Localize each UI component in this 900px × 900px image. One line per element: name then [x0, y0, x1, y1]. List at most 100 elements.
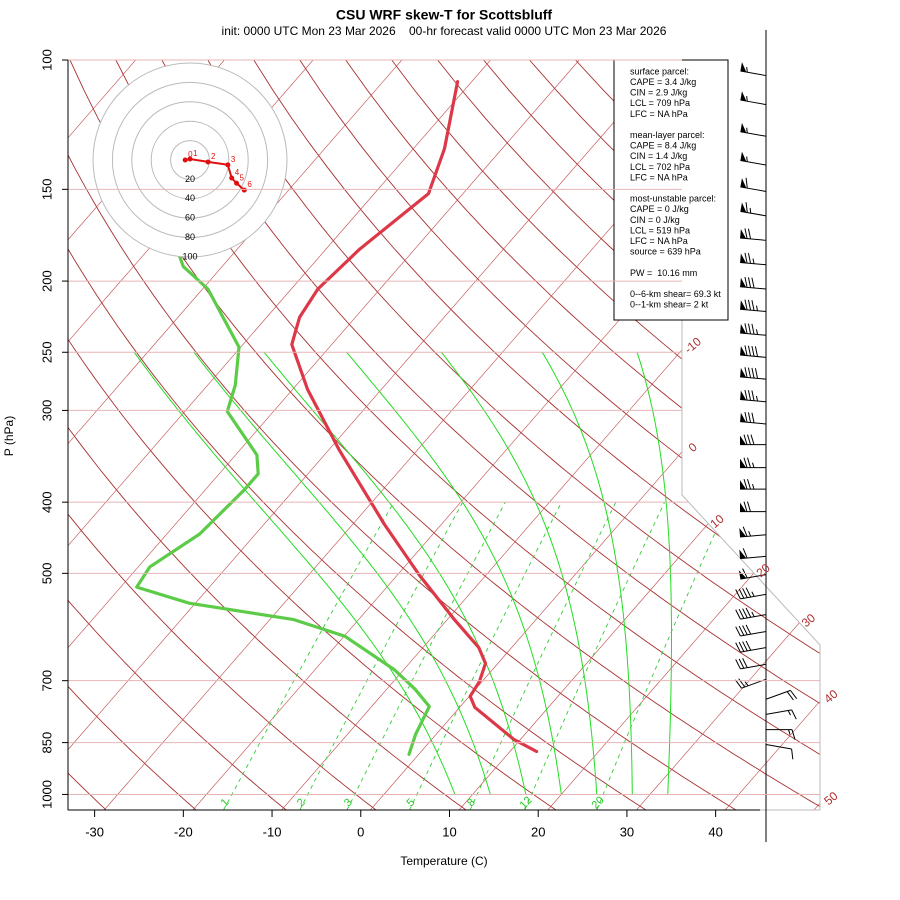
y-tick-label: 200	[39, 270, 54, 292]
barb-feather	[742, 641, 748, 652]
wind-barb	[740, 367, 767, 380]
wind-barb	[740, 434, 766, 446]
barb-pennant	[740, 62, 747, 73]
barb-feather	[742, 608, 748, 619]
mixing-ratio-line	[469, 502, 617, 810]
barb-feather	[750, 434, 755, 445]
barb-pennant	[740, 122, 747, 133]
hodograph-point	[225, 162, 231, 168]
hodograph-point	[241, 187, 247, 193]
barb-half	[746, 127, 748, 133]
barb-staff	[765, 709, 792, 715]
barb-feather	[747, 253, 752, 264]
barb-half	[746, 67, 748, 73]
y-tick-label: 1000	[39, 780, 54, 809]
barb-feather	[745, 177, 748, 189]
barb-staff	[740, 332, 767, 336]
barb-feather	[751, 345, 755, 357]
barb-feather	[738, 678, 746, 688]
barb-pennant	[738, 570, 747, 580]
wind-barb	[740, 62, 767, 77]
barb-feather	[735, 642, 741, 653]
barb-feather	[751, 323, 755, 335]
isotherm	[68, 60, 491, 810]
moist-adiabat	[346, 351, 562, 795]
barb-feather	[734, 679, 742, 689]
barb-feather	[751, 300, 755, 311]
barb-pennant	[739, 528, 747, 538]
barb-pennant	[740, 412, 747, 423]
barb-pennant	[740, 346, 747, 356]
hodograph-ring-label: 100	[182, 251, 197, 261]
isotherm	[547, 60, 820, 810]
isotherm	[636, 60, 820, 810]
barb-staff	[765, 743, 792, 750]
wind-barb	[740, 389, 767, 403]
wind-barb	[740, 202, 767, 217]
hodograph-ring	[131, 101, 249, 219]
wind-barb	[740, 151, 767, 166]
barb-pennant	[740, 91, 747, 102]
barb-feather	[735, 659, 741, 670]
wind-barb	[740, 299, 767, 312]
moist-adiabat	[541, 352, 633, 795]
barb-feather	[747, 345, 752, 357]
barb-half	[752, 258, 755, 264]
profiles	[135, 80, 539, 756]
temperature-line	[290, 80, 539, 754]
barb-feather	[743, 501, 748, 512]
barb-feather	[738, 608, 745, 619]
hodograph: 20 40 60 80 100 0 1 2 3 456	[92, 62, 288, 261]
wind-barb	[739, 526, 767, 538]
barb-pennant	[740, 435, 746, 445]
hodograph-point	[187, 156, 193, 162]
y-tick-label: 850	[39, 732, 54, 754]
x-tick-label: 0	[357, 824, 364, 839]
wind-barb	[765, 689, 798, 701]
hodograph-label: 2	[211, 152, 216, 161]
wind-barb	[740, 177, 767, 192]
barb-feather	[744, 299, 748, 310]
barb-feather	[738, 625, 745, 636]
barb-staff	[740, 421, 767, 425]
barb-feather	[790, 690, 798, 700]
barb-pennant	[740, 390, 747, 401]
wind-barb	[735, 587, 767, 600]
barb-feather	[743, 479, 748, 490]
moist-adiabat	[636, 352, 672, 795]
info-line: CAPE = 8.4 J/kg	[630, 141, 696, 151]
dry-adiabat	[253, 60, 820, 810]
barb-feather	[735, 589, 741, 600]
barb-feather	[744, 323, 748, 334]
barb-staff	[740, 593, 767, 600]
isotherm	[68, 60, 403, 810]
dry-adiabat	[161, 60, 820, 810]
hodograph-point	[234, 180, 240, 186]
wind-barb	[740, 91, 767, 106]
hodograph-ring	[150, 120, 230, 200]
y-tick-label: 500	[39, 562, 54, 584]
barb-feather	[742, 625, 748, 636]
barb-feather	[742, 588, 748, 598]
wind-barb	[765, 743, 794, 760]
barb-staff	[740, 631, 767, 637]
hodograph-ring-label: 80	[185, 232, 195, 242]
barb-feather	[735, 626, 741, 637]
barb-half	[788, 729, 791, 735]
wind-barb	[735, 658, 767, 670]
barb-feather	[742, 548, 748, 559]
dry-adiabat	[68, 60, 737, 810]
barb-feather	[745, 624, 752, 635]
barb-pennant	[740, 277, 747, 288]
barb-pennant	[740, 458, 746, 468]
barb-staff	[740, 354, 767, 358]
dry-adiabat	[68, 60, 377, 810]
barb-feather	[744, 367, 748, 378]
dry-adiabat	[68, 60, 647, 810]
info-line: LCL = 519 hPa	[630, 225, 690, 235]
dry-adiabat	[68, 60, 287, 810]
info-line: CAPE = 3.4 J/kg	[630, 77, 696, 87]
barb-feather	[791, 729, 796, 740]
